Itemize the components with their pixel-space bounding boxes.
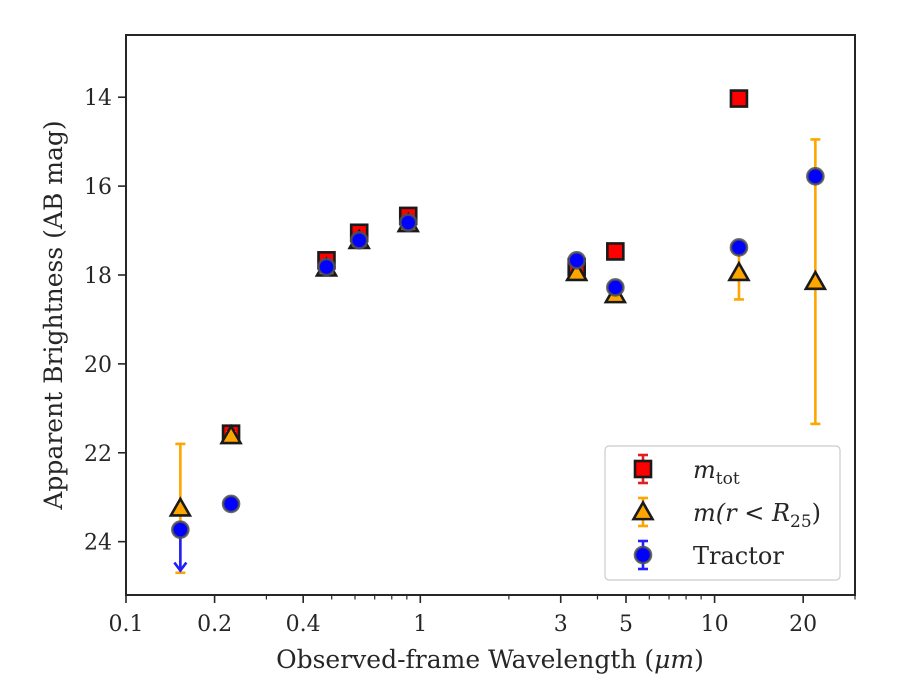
y-tick-label-2: 18 [84,264,112,289]
tractor-point-2 [317,257,336,277]
series-tractor [171,167,825,573]
legend: mtot m(r < R25) Tractor [604,445,841,581]
legend-tractor-label: Tractor [693,542,784,570]
tractor-point-7 [729,238,749,257]
tractor-point-1 [221,494,241,514]
x-tick-label-3: 1 [413,612,427,637]
legend-entry-mr25: m(r < R25) [631,496,821,532]
x-tick-label-6: 10 [701,612,729,637]
x-axis-label-main: Observed-frame Wavelength ( [276,645,654,674]
mr25-point-7 [727,260,751,282]
tractor-point-5 [567,251,587,270]
x-tick-label-4: 3 [554,612,568,637]
legend-mr25-label-sub: 25 [790,512,812,532]
legend-entry-tractor: Tractor [633,539,784,571]
legend-mr25-label: m(r < R25) [693,499,821,532]
tractor-point-8 [806,167,825,186]
y-tick-label-4: 22 [84,442,112,467]
tractor-point-4 [398,213,418,232]
legend-mtot-label: mtot [693,456,740,489]
x-tick-label-2: 0.4 [286,612,321,637]
tractor-point-0 [171,520,190,539]
mtot-point-6 [729,89,749,108]
series-mtot [221,89,749,443]
tractor-point-3 [349,231,369,250]
y-tick-label-5: 24 [84,531,112,556]
legend-box [604,445,841,581]
y-axis-label: Apparent Brightness (AB mag) [39,120,68,510]
plot-frame [125,34,856,596]
y-tick-label-1: 16 [84,175,112,200]
legend-mtot-label-sub: tot [716,469,740,489]
axes: 0.1 0.2 0.4 1 3 5 10 20 14 16 18 20 22 24 [84,34,856,637]
mr25-point-5 [564,260,589,282]
y-tick-label-0: 14 [84,86,112,111]
legend-mr25-label-main: m(r < R [693,499,790,527]
x-tick-label-7: 20 [789,612,817,637]
legend-entry-mtot: mtot [633,453,740,489]
mr25-point-8 [803,269,828,291]
tractor-point-6 [606,278,625,297]
legend-mtot-label-main: m [693,456,716,484]
x-axis-label-unit: μm [654,645,694,674]
legend-tractor-marker [633,545,653,565]
mr25-point-0 [168,496,193,517]
mr25-point-1 [219,423,243,445]
x-tick-label-0: 0.1 [109,612,144,637]
x-tick-label-5: 5 [619,612,633,637]
legend-mr25-marker [631,499,655,521]
x-axis-label-close: ) [694,645,704,674]
plot-marks [168,89,828,575]
y-tick-label-3: 20 [84,353,112,378]
tractor-limit-arrow-0 [173,561,188,573]
mtot-point-5 [606,242,625,261]
x-tick-label-1: 0.2 [197,612,232,637]
legend-mr25-label-close: ) [812,499,821,527]
legend-mtot-marker [633,459,653,479]
x-axis-label: Observed-frame Wavelength (μm) [276,645,704,674]
